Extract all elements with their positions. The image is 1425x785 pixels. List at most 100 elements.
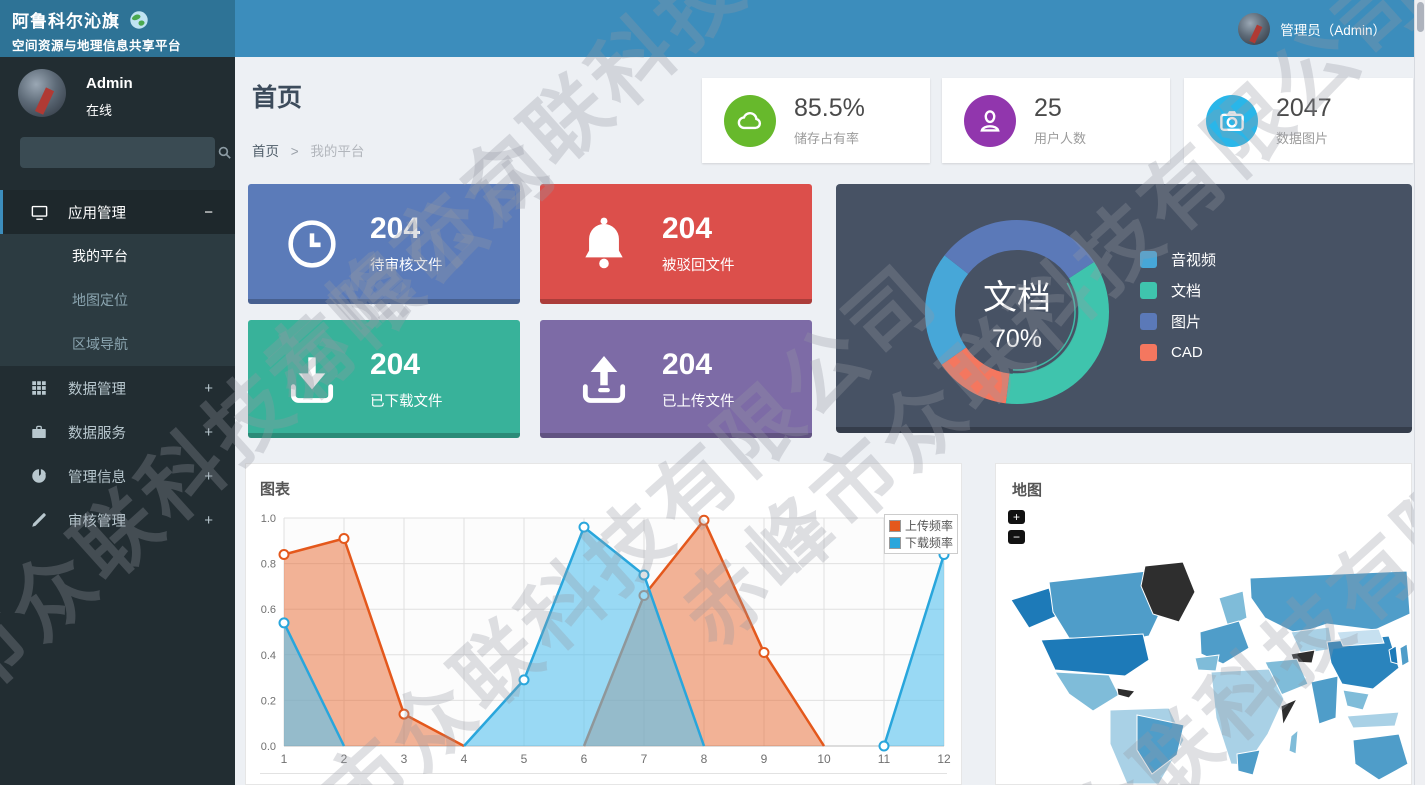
expand-icon[interactable]: + [204,467,213,485]
line-chart[interactable]: 1.00.80.60.40.20.01 2 3 4 5 6 7 8 9 10 11 12 [246,464,961,784]
expand-icon[interactable]: + [204,511,213,529]
collapse-icon[interactable]: − [204,203,213,221]
legend-item[interactable]: 音视频 [1140,244,1216,275]
grid-icon [30,379,52,397]
upload-icon [572,348,636,412]
clock-icon [280,212,344,276]
legend-item[interactable]: 图片 [1140,306,1216,337]
svg-text:0.8: 0.8 [261,559,276,571]
expand-icon[interactable]: + [204,379,213,397]
tile-pending-files[interactable]: 204 待审核文件 [248,184,520,304]
stat-value: 25 [1034,94,1062,122]
tile-value: 204 [370,212,421,245]
world-map[interactable] [997,558,1410,784]
sidebar-user-panel: Admin 在线 [0,57,235,129]
sidebar-user-status: 在线 [86,103,113,118]
sidebar-avatar [18,69,66,117]
sidebar-search[interactable] [20,137,231,168]
top-navbar: 管理员（Admin） [235,0,1414,57]
map-title: 地图 [1012,482,1043,499]
stat-value: 2047 [1276,94,1332,122]
scrollbar-thumb[interactable] [1417,2,1424,32]
svg-text:0.0: 0.0 [261,741,276,753]
brand-title: 阿鲁科尔沁旗 [12,12,120,31]
user-icon [964,94,1016,147]
svg-text:8: 8 [701,752,708,766]
legend-swatch [1140,251,1157,268]
sidebar: Admin 在线 应用管理 − 我的平 [0,57,235,785]
expand-icon[interactable]: + [204,423,213,441]
tile-downloaded-files[interactable]: 204 已下载文件 [248,320,520,438]
svg-text:2: 2 [341,752,348,766]
download-icon [280,348,344,412]
search-icon [216,144,233,161]
menu-label: 数据管理 [68,381,126,398]
donut-center-name: 文档 [983,278,1051,318]
svg-text:0.2: 0.2 [261,695,276,707]
search-input[interactable] [20,145,216,160]
breadcrumb-current: 我的平台 [310,144,365,159]
globe-icon [128,9,150,31]
sidebar-item-data-service[interactable]: 数据服务 + [0,410,235,454]
legend-swatch [889,519,901,532]
stat-card-users: 25 用户人数 [942,78,1170,163]
legend-item[interactable]: 文档 [1140,275,1216,306]
pencil-icon [30,511,52,529]
sidebar-item-data-management[interactable]: 数据管理 + [0,366,235,410]
briefcase-icon [30,423,52,441]
svg-text:10: 10 [817,752,831,766]
sidebar-subitem-my-platform[interactable]: 我的平台 [72,248,128,264]
app-logo[interactable]: 阿鲁科尔沁旗 空间资源与地理信息共享平台 [0,0,235,57]
tile-label: 被驳回文件 [662,258,735,274]
user-menu[interactable]: 管理员（Admin） [1238,0,1386,57]
svg-text:9: 9 [761,752,768,766]
svg-text:12: 12 [937,752,951,766]
svg-text:3: 3 [401,752,408,766]
svg-text:0.4: 0.4 [261,650,276,662]
zoom-out-button[interactable]: − [1008,530,1025,544]
legend-swatch [1140,313,1157,330]
svg-text:0.6: 0.6 [261,604,276,616]
sidebar-item-manage-info[interactable]: 管理信息 + [0,454,235,498]
legend-label: 下载频率 [905,536,954,550]
legend-swatch [1140,282,1157,299]
file-type-donut-panel: 文档 70% 音视频 文档 图片 CAD [836,184,1412,433]
legend-item[interactable]: CAD [1140,337,1216,368]
stat-label: 数据图片 [1276,131,1329,146]
stat-label: 储存占有率 [794,131,860,146]
panel-divider [260,773,947,774]
cloud-icon [724,94,776,147]
svg-text:11: 11 [878,752,891,766]
donut-legend: 音视频 文档 图片 CAD [1140,244,1216,368]
legend-swatch [889,536,901,549]
stat-value: 85.5% [794,94,865,122]
tile-value: 204 [370,348,421,381]
map-panel: 地图 + − [995,463,1412,785]
tile-rejected-files[interactable]: 204 被驳回文件 [540,184,812,304]
menu-label: 数据服务 [68,425,126,442]
tile-value: 204 [662,348,713,381]
breadcrumb: 首页 > 我的平台 [252,140,364,160]
search-button[interactable] [216,137,233,168]
donut-chart[interactable] [836,184,1412,427]
sidebar-user-name: Admin [86,75,133,92]
svg-text:6: 6 [581,752,588,766]
brand-subtitle: 空间资源与地理信息共享平台 [12,39,182,53]
monitor-icon [30,203,52,222]
breadcrumb-home[interactable]: 首页 [252,144,279,159]
legend-label: 图片 [1171,314,1202,331]
sidebar-item-app-management[interactable]: 应用管理 − [0,190,235,234]
donut-center-value: 70% [991,325,1043,353]
pie-icon [30,467,52,485]
tile-label: 已下载文件 [370,394,443,410]
page-scrollbar[interactable] [1414,0,1425,785]
frequency-chart-panel: 图表 1.0 0.8 0.6 0.4 0.2 0.0 1 2 3 4 5 6 7 8 9 10 11 12 上传频… [245,463,962,785]
sidebar-subitem-map-locate[interactable]: 地图定位 [72,292,128,308]
legend-swatch [1140,344,1157,361]
sidebar-subitem-region-nav[interactable]: 区域导航 [72,336,128,352]
stat-card-images: 2047 数据图片 [1184,78,1413,163]
sidebar-item-audit-management[interactable]: 审核管理 + [0,498,235,542]
chart-legend[interactable]: 上传频率 下载频率 [884,514,959,554]
tile-uploaded-files[interactable]: 204 已上传文件 [540,320,812,438]
zoom-in-button[interactable]: + [1008,510,1025,524]
